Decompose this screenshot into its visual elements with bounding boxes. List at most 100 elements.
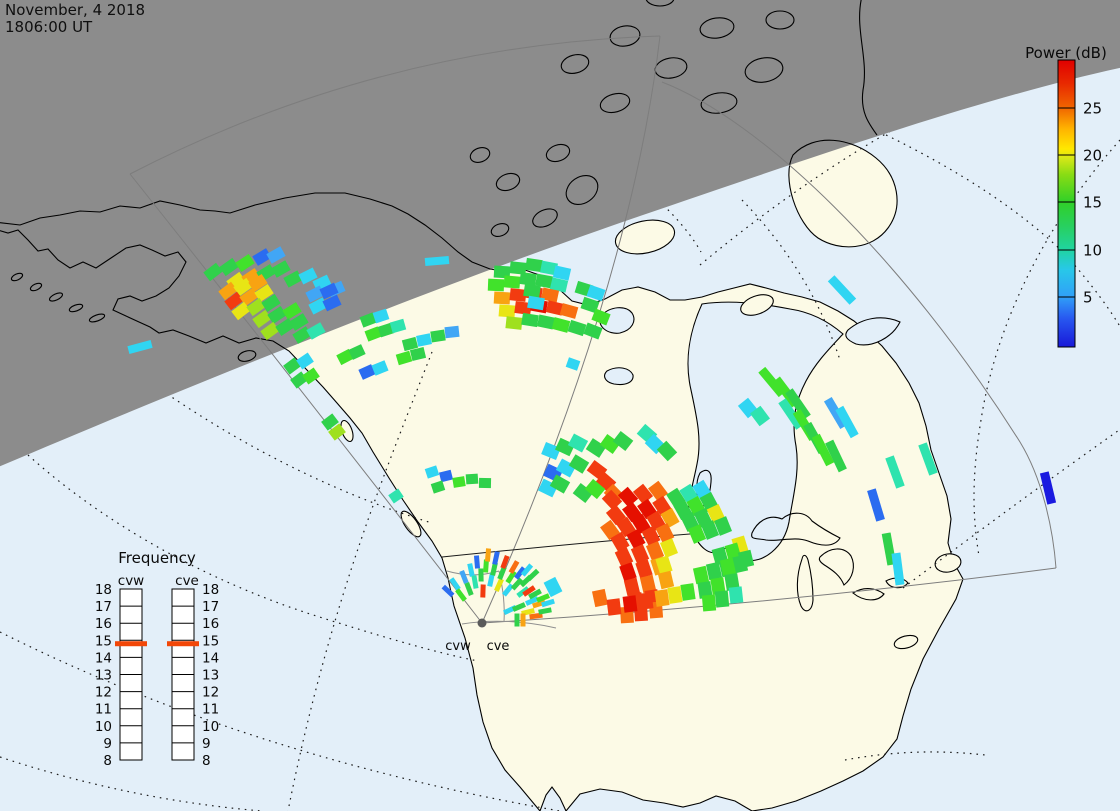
echo-cell — [700, 520, 720, 540]
frequency-tick-label: 12 — [202, 685, 219, 701]
echo-cell — [510, 577, 524, 591]
echo-cell — [283, 270, 303, 288]
graticule-line — [902, 428, 1120, 589]
shadowed-island — [88, 313, 106, 323]
radar-fov-outline — [481, 35, 661, 624]
frequency-tick-label: 13 — [95, 668, 112, 684]
echo-cell — [540, 260, 558, 276]
echo-cell — [219, 257, 239, 277]
shadowed-coastline — [859, 0, 878, 136]
echo-cell — [541, 441, 561, 461]
echo-cell — [377, 322, 395, 338]
echo-cell — [233, 277, 253, 297]
echo-cell — [528, 588, 542, 600]
island — [400, 510, 422, 538]
echo-cell — [505, 316, 523, 330]
timestamp: November, 4 2018 1806:00 UT — [5, 2, 145, 36]
echo-cell — [536, 314, 556, 330]
echo-cell — [631, 513, 651, 535]
lake-erie — [852, 588, 885, 601]
echo-cell — [713, 516, 733, 536]
echo-cell — [283, 357, 301, 375]
island — [614, 219, 676, 255]
echo-cell — [490, 562, 498, 576]
echo-cell — [724, 573, 740, 591]
frequency-title: Frequency — [118, 549, 196, 567]
echo-cell — [267, 305, 287, 325]
frequency-tick-label: 12 — [95, 685, 112, 701]
echo-cell — [282, 302, 302, 320]
colorbar-legend: Power (dB) 25 20 15 10 5 — [1025, 44, 1107, 348]
shadowed-island — [490, 223, 510, 237]
echo-cell — [565, 357, 581, 371]
shadowed-island — [29, 282, 43, 292]
echo-cell — [512, 602, 526, 612]
echo-cell — [480, 584, 486, 598]
echo-cell — [655, 555, 673, 575]
echo-cell — [619, 562, 637, 582]
echo-cell — [535, 273, 553, 289]
echo-cell — [641, 525, 661, 547]
echo-cell — [467, 563, 475, 577]
echo-cell — [522, 585, 536, 597]
graticule-line — [27, 454, 479, 662]
colorbar-tick-label: 25 — [1083, 100, 1102, 118]
echo-cell — [424, 255, 450, 267]
echo-cell — [509, 261, 527, 275]
frequency-tick-label: 10 — [95, 719, 112, 735]
echo-cell — [266, 246, 286, 264]
echo-cell — [617, 486, 639, 508]
echo-cell — [487, 278, 505, 292]
echo-cell — [687, 524, 707, 544]
frequency-tick-label: 13 — [202, 668, 219, 684]
echo-cell — [261, 294, 281, 312]
echo-cell — [430, 329, 446, 343]
frequency-marker — [115, 641, 147, 647]
echo-cell — [591, 588, 609, 608]
echo-cell — [586, 284, 606, 302]
lake-michigan — [796, 554, 814, 612]
colorbar-tick-label: 10 — [1083, 242, 1102, 260]
echo-cell — [605, 504, 627, 526]
landmass-layer — [0, 0, 964, 811]
shadowed-coastline — [0, 192, 964, 468]
radar-site-dot — [477, 618, 487, 628]
radar-fov-outline — [481, 567, 1057, 624]
echo-cell — [508, 560, 520, 574]
lake-huron — [818, 548, 854, 586]
echo-cell — [918, 442, 938, 476]
echo-cell — [583, 322, 603, 340]
echo-cell — [500, 555, 510, 569]
echo-cell — [127, 340, 153, 354]
echo-cell — [449, 577, 461, 591]
echo-cell — [322, 294, 342, 312]
echo-cell — [1039, 471, 1057, 505]
shadowed-island — [545, 143, 571, 163]
echo-cell — [416, 333, 432, 347]
graticule-line — [879, 131, 1120, 328]
echo-cell — [612, 430, 634, 452]
echo-cell — [478, 568, 484, 582]
echo-cell — [395, 350, 413, 366]
echo-cell — [271, 260, 291, 278]
echo-cell — [239, 287, 259, 307]
echo-cell — [471, 575, 479, 589]
echo-cell — [622, 595, 638, 613]
echo-cell — [306, 322, 326, 340]
echo-cell — [616, 516, 636, 538]
frequency-tick-label: 15 — [202, 633, 219, 649]
frequency-marker — [167, 641, 199, 647]
echo-cell — [502, 583, 514, 597]
lake-ontario — [885, 577, 909, 589]
frequency-tick-label: 8 — [103, 753, 112, 769]
colorbar-title: Power (dB) — [1025, 44, 1107, 62]
echo-cell — [639, 574, 657, 594]
echo-cell — [246, 297, 266, 317]
radar-fov-outline — [129, 35, 661, 175]
echo-cell — [645, 541, 665, 561]
echo-cell — [487, 573, 495, 587]
echo-cell — [540, 287, 560, 303]
night-terminator — [0, 0, 1120, 467]
colorbar-tick-label: 5 — [1083, 289, 1093, 307]
